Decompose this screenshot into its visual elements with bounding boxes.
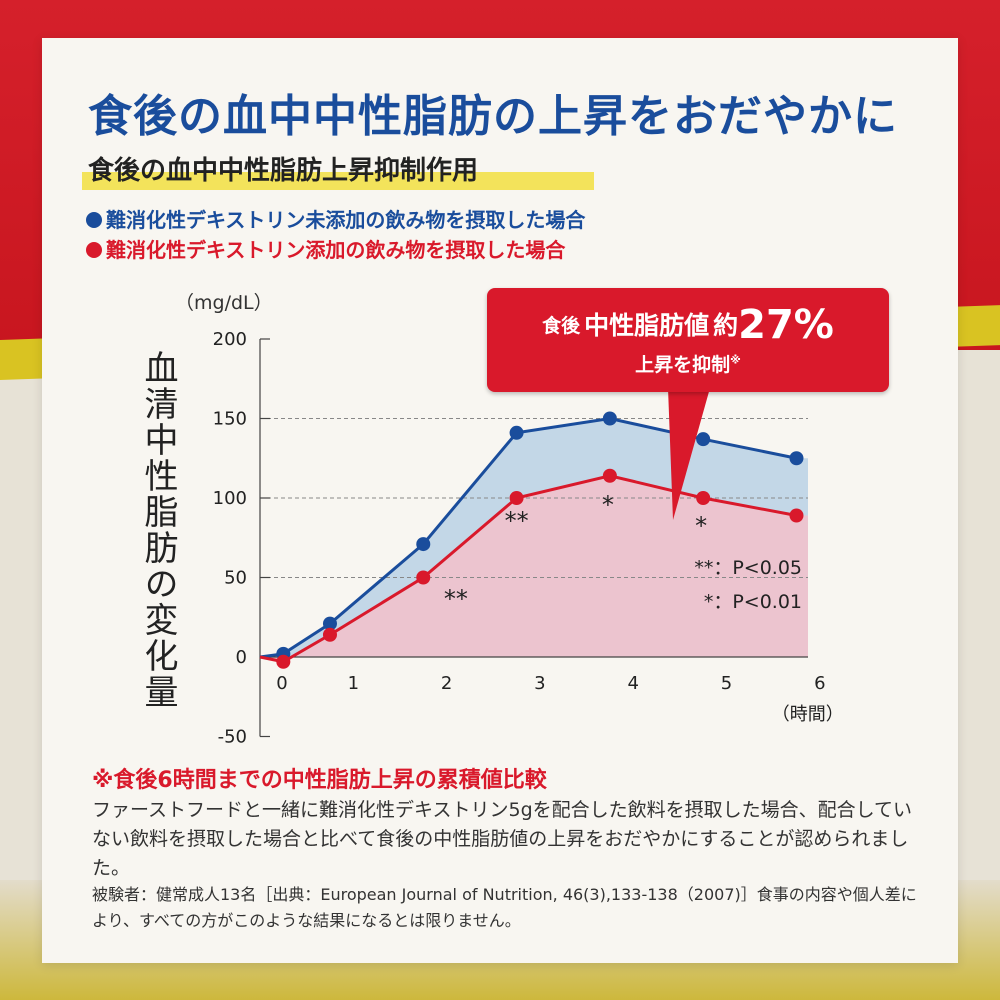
y-axis-unit: （mg/dL） bbox=[175, 292, 273, 314]
callout-note-mark: ※ bbox=[730, 353, 741, 367]
callout-label-a: 食後 bbox=[542, 315, 581, 337]
data-point-blue-4 bbox=[602, 411, 617, 426]
data-point-blue-3 bbox=[509, 425, 524, 440]
y-tick-label-100: 100 bbox=[213, 488, 247, 509]
x-tick-label-3: 3 bbox=[534, 673, 545, 694]
data-point-blue-5 bbox=[696, 432, 711, 447]
data-point-red-3 bbox=[509, 491, 524, 505]
x-tick-label-2: 2 bbox=[441, 673, 452, 694]
callout-headline: 食後 中性脂肪値 約27% bbox=[487, 302, 889, 348]
data-point-blue-1 bbox=[322, 616, 337, 631]
legend-item-red: 難消化性デキストリン添加の飲み物を摂取した場合 bbox=[86, 235, 585, 265]
y-axis-label: 血清中性脂肪の変化量 bbox=[138, 350, 178, 710]
page-title: 食後の血中中性脂肪の上昇をおだやかに bbox=[88, 91, 898, 142]
data-point-red-5 bbox=[696, 491, 711, 505]
callout-pointer bbox=[668, 388, 710, 520]
legend-label-red: 難消化性デキストリン添加の飲み物を摂取した場合 bbox=[106, 238, 566, 262]
data-point-red-0 bbox=[276, 654, 291, 669]
area-fill-red bbox=[260, 475, 808, 662]
data-point-blue-6 bbox=[789, 451, 804, 466]
callout-label-c: 約 bbox=[713, 311, 739, 340]
significance-mark-3: * bbox=[695, 512, 707, 540]
significance-legend-0: **：P<0.05 bbox=[694, 557, 802, 579]
significance-mark-2: * bbox=[602, 491, 614, 519]
subtitle-block: 食後の血中中性脂肪上昇抑制作用 bbox=[82, 150, 594, 190]
x-tick-label-6: 6 bbox=[814, 673, 825, 694]
subtitle-highlight bbox=[82, 172, 594, 190]
series-line-red bbox=[259, 474, 797, 664]
red-dot-icon bbox=[86, 242, 102, 258]
x-axis-label: （時間） bbox=[772, 704, 844, 725]
y-tick-label-150: 150 bbox=[213, 409, 247, 430]
data-point-red-4 bbox=[602, 468, 617, 483]
x-tick-label-5: 5 bbox=[721, 673, 732, 694]
data-point-blue-2 bbox=[416, 537, 431, 552]
data-point-red-2 bbox=[416, 570, 431, 585]
callout-percent: 27% bbox=[738, 302, 834, 348]
note-source: 被験者：健常成人13名［出典：European Journal of Nutri… bbox=[92, 885, 917, 930]
callout-line2-text: 上昇を抑制 bbox=[635, 354, 731, 376]
y-tick-label-200: 200 bbox=[213, 329, 247, 350]
legend-item-blue: 難消化性デキストリン未添加の飲み物を摂取した場合 bbox=[86, 205, 585, 235]
chart-legend: 難消化性デキストリン未添加の飲み物を摂取した場合 難消化性デキストリン添加の飲み… bbox=[86, 205, 585, 265]
significance-legend-1: *：P<0.01 bbox=[704, 591, 802, 613]
y-tick-label--50: -50 bbox=[218, 727, 247, 748]
callout-label-b: 中性脂肪値 bbox=[584, 311, 710, 340]
blue-dot-icon bbox=[86, 212, 102, 228]
y-tick-label-50: 50 bbox=[224, 568, 247, 589]
y-tick-label-0: 0 bbox=[236, 647, 247, 668]
data-point-red-1 bbox=[322, 627, 337, 642]
callout-subline: 上昇を抑制※ bbox=[487, 350, 889, 377]
significance-mark-1: ** bbox=[505, 507, 529, 535]
x-tick-label-0: 0 bbox=[276, 673, 287, 694]
x-tick-label-1: 1 bbox=[348, 673, 359, 694]
legend-label-blue: 難消化性デキストリン未添加の飲み物を摂取した場合 bbox=[106, 208, 586, 232]
x-tick-label-4: 4 bbox=[627, 673, 638, 694]
chart-subtitle: 食後の血中中性脂肪上昇抑制作用 bbox=[88, 156, 479, 186]
callout-box: 食後 中性脂肪値 約27% 上昇を抑制※ bbox=[487, 288, 889, 392]
note-description: ファーストフードと一緒に難消化性デキストリン5gを配合した飲料を摂取した場合、配… bbox=[92, 799, 913, 879]
note-title: ※食後6時間までの中性脂肪上昇の累積値比較 bbox=[92, 768, 547, 793]
significance-mark-0: ** bbox=[444, 585, 468, 613]
data-point-red-6 bbox=[789, 508, 804, 523]
